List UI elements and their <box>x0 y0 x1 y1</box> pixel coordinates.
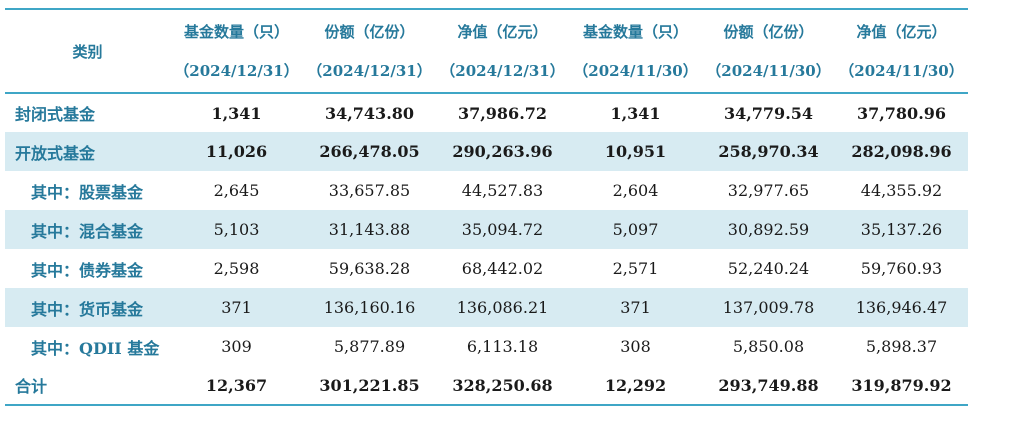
cell-value: 34,779.54 <box>723 103 814 123</box>
cell-value: 5,097 <box>612 220 659 239</box>
cell-value: 371 <box>620 298 651 317</box>
row-label: 其中：债券基金 <box>31 260 144 280</box>
row-label: 其中：QDII 基金 <box>31 338 160 358</box>
column-header-date: （2024/11/30） <box>706 62 831 80</box>
table-row-equity-funds: 其中：股票基金 2,645 33,657.85 44,527.83 2,604 … <box>5 171 968 210</box>
row-label: 合计 <box>15 377 48 396</box>
column-header-date: （2024/12/31） <box>174 62 299 80</box>
table-row-total: 合计 12,367 301,221.85 328,250.68 12,292 2… <box>5 366 968 405</box>
fund-statistics-table: 类别 基金数量（只） （2024/12/31） 份额（亿份） （2024/12/… <box>5 8 968 406</box>
column-header-date: （2024/11/30） <box>839 62 964 80</box>
cell-value: 33,657.85 <box>328 181 411 200</box>
cell-value: 136,160.16 <box>323 298 416 317</box>
table-body: 封闭式基金 1,341 34,743.80 37,986.72 1,341 34… <box>5 93 968 405</box>
cell-value: 44,355.92 <box>860 181 943 200</box>
column-header-nav-nov: 净值（亿元） （2024/11/30） <box>835 9 968 94</box>
cell-value: 136,946.47 <box>855 298 948 317</box>
cell-value: 319,879.92 <box>851 375 952 395</box>
cell-value: 328,250.68 <box>452 375 553 395</box>
cell-value: 1,341 <box>610 103 661 123</box>
cell-value: 371 <box>221 298 252 317</box>
table-row-open-end-funds: 开放式基金 11,026 266,478.05 290,263.96 10,95… <box>5 132 968 171</box>
cell-value: 2,604 <box>612 181 659 200</box>
cell-value: 12,292 <box>604 375 667 395</box>
cell-value: 37,986.72 <box>457 103 548 123</box>
row-label: 其中：货币基金 <box>31 299 144 319</box>
row-label: 其中：混合基金 <box>31 221 144 241</box>
column-header-date: （2024/11/30） <box>573 62 698 80</box>
column-header-label: 净值（亿元） <box>457 23 548 41</box>
cell-value: 31,143.88 <box>328 220 411 239</box>
cell-value: 137,009.78 <box>722 298 815 317</box>
cell-value: 44,527.83 <box>461 181 544 200</box>
cell-value: 6,113.18 <box>466 337 539 356</box>
cell-value: 5,898.37 <box>865 337 938 356</box>
cell-value: 5,850.08 <box>732 337 805 356</box>
cell-value: 35,094.72 <box>461 220 544 239</box>
cell-value: 5,877.89 <box>333 337 406 356</box>
column-header-label: 基金数量（只） <box>183 23 289 41</box>
cell-value: 258,970.34 <box>718 142 819 161</box>
cell-value: 34,743.80 <box>324 103 415 123</box>
table-row-hybrid-funds: 其中：混合基金 5,103 31,143.88 35,094.72 5,097 … <box>5 210 968 249</box>
column-header-label: 份额（亿份） <box>324 23 415 41</box>
cell-value: 11,026 <box>205 142 268 161</box>
row-label: 开放式基金 <box>15 143 96 163</box>
column-header-count-dec: 基金数量（只） （2024/12/31） <box>170 9 303 94</box>
column-header-label: 基金数量（只） <box>582 23 688 41</box>
cell-value: 2,598 <box>213 259 260 278</box>
column-header-nav-dec: 净值（亿元） （2024/12/31） <box>436 9 569 94</box>
cell-value: 59,638.28 <box>328 259 411 278</box>
cell-value: 5,103 <box>213 220 260 239</box>
row-label: 其中：股票基金 <box>31 182 144 202</box>
header-row: 类别 基金数量（只） （2024/12/31） 份额（亿份） （2024/12/… <box>5 9 968 94</box>
row-label: 封闭式基金 <box>15 105 96 124</box>
cell-value: 37,780.96 <box>856 103 947 123</box>
cell-value: 10,951 <box>604 142 667 161</box>
cell-value: 52,240.24 <box>727 259 810 278</box>
cell-value: 68,442.02 <box>461 259 544 278</box>
cell-value: 308 <box>620 337 651 356</box>
table-row-money-market-funds: 其中：货币基金 371 136,160.16 136,086.21 371 13… <box>5 288 968 327</box>
cell-value: 266,478.05 <box>319 142 420 161</box>
column-header-shares-dec: 份额（亿份） （2024/12/31） <box>303 9 436 94</box>
cell-value: 59,760.93 <box>860 259 943 278</box>
cell-value: 1,341 <box>211 103 262 123</box>
cell-value: 301,221.85 <box>319 375 420 395</box>
cell-value: 35,137.26 <box>860 220 943 239</box>
cell-value: 136,086.21 <box>456 298 549 317</box>
cell-value: 2,571 <box>612 259 659 278</box>
cell-value: 2,645 <box>213 181 260 200</box>
cell-value: 282,098.96 <box>851 142 952 161</box>
table-row-qdii-funds: 其中：QDII 基金 309 5,877.89 6,113.18 308 5,8… <box>5 327 968 366</box>
column-header-date: （2024/12/31） <box>440 62 565 80</box>
column-header-count-nov: 基金数量（只） （2024/11/30） <box>569 9 702 94</box>
table-row-closed-end-funds: 封闭式基金 1,341 34,743.80 37,986.72 1,341 34… <box>5 93 968 132</box>
fund-table: 类别 基金数量（只） （2024/12/31） 份额（亿份） （2024/12/… <box>5 8 968 406</box>
cell-value: 293,749.88 <box>718 375 819 395</box>
column-header-shares-nov: 份额（亿份） （2024/11/30） <box>702 9 835 94</box>
cell-value: 290,263.96 <box>452 142 553 161</box>
column-header-label: 类别 <box>72 42 103 61</box>
table-header: 类别 基金数量（只） （2024/12/31） 份额（亿份） （2024/12/… <box>5 9 968 94</box>
cell-value: 30,892.59 <box>727 220 810 239</box>
column-header-category: 类别 <box>5 9 170 94</box>
cell-value: 309 <box>221 337 252 356</box>
table-row-bond-funds: 其中：债券基金 2,598 59,638.28 68,442.02 2,571 … <box>5 249 968 288</box>
column-header-label: 净值（亿元） <box>856 23 947 41</box>
cell-value: 32,977.65 <box>727 181 810 200</box>
column-header-label: 份额（亿份） <box>723 23 814 41</box>
column-header-date: （2024/12/31） <box>307 62 432 80</box>
cell-value: 12,367 <box>205 375 268 395</box>
